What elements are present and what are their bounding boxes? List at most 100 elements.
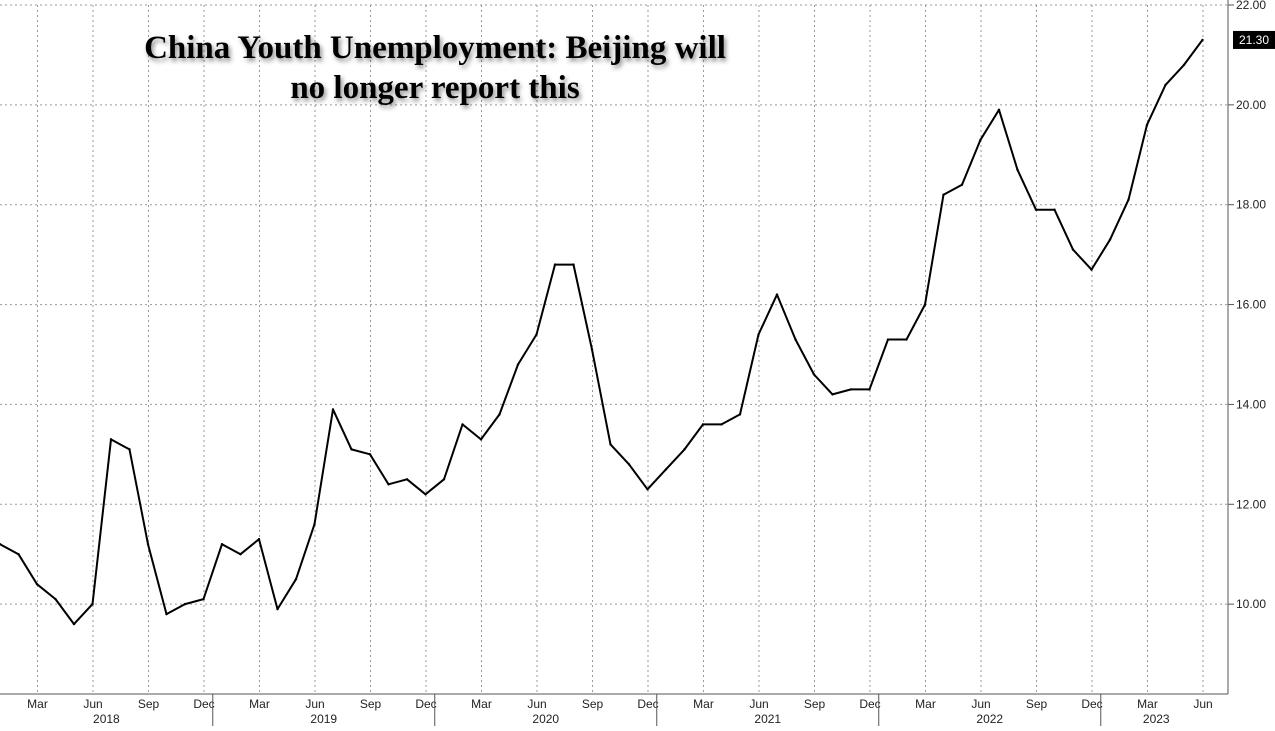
last-value-label: 21.30 [1239, 33, 1269, 47]
x-tick-label: Mar [915, 697, 936, 711]
data-point [775, 293, 779, 296]
data-point [1016, 168, 1019, 171]
data-point [257, 538, 261, 541]
x-tick-label: Dec [859, 697, 880, 711]
x-tick-label: Dec [415, 697, 436, 711]
chart-title-line-2: no longer report this [290, 70, 580, 106]
data-point [54, 597, 57, 601]
data-point [1201, 38, 1204, 42]
x-tick-label: Mar [1137, 697, 1158, 711]
x-tick-label: Jun [305, 697, 324, 711]
data-point [276, 607, 279, 611]
data-point [442, 478, 446, 481]
data-point [1034, 208, 1038, 211]
x-tick-label: Sep [1026, 697, 1048, 711]
data-point [146, 543, 150, 546]
chart-title: China Youth Unemployment: Beijing will n… [95, 28, 775, 108]
y-tick-label: 18.00 [1236, 198, 1266, 212]
data-point [979, 138, 982, 142]
data-point [1090, 268, 1093, 271]
year-label: 2019 [310, 712, 337, 726]
data-point [183, 602, 187, 606]
x-tick-label: Dec [637, 697, 658, 711]
x-tick-label: Mar [471, 697, 492, 711]
data-point [516, 363, 520, 366]
data-point [831, 393, 834, 396]
data-point [646, 488, 649, 491]
y-tick-label: 22.00 [1236, 0, 1266, 12]
data-point [35, 582, 39, 586]
x-tick-label: Sep [582, 697, 604, 711]
data-point [1127, 198, 1130, 201]
data-point [1071, 248, 1075, 251]
data-point [165, 612, 168, 616]
x-tick-label: Jun [749, 697, 768, 711]
data-point [757, 333, 760, 336]
year-label: 2022 [976, 712, 1003, 726]
data-point [886, 338, 890, 341]
data-point [738, 413, 742, 416]
data-point [91, 602, 94, 606]
data-point [479, 438, 483, 441]
data-point [960, 183, 964, 186]
data-point [868, 388, 871, 391]
x-tick-label: Dec [193, 697, 214, 711]
last-value-tag [1233, 30, 1275, 49]
data-point [535, 333, 538, 336]
data-point [1145, 123, 1149, 127]
data-point [923, 303, 927, 306]
year-label: 2023 [1143, 712, 1170, 726]
year-label: 2018 [93, 712, 120, 726]
data-point [590, 348, 594, 351]
year-label: 2021 [754, 712, 781, 726]
data-point [294, 577, 298, 581]
data-point [109, 438, 113, 441]
data-point [424, 493, 427, 496]
data-point [553, 263, 557, 266]
data-point [812, 373, 816, 376]
y-tick-label: 16.00 [1236, 298, 1266, 312]
x-tick-label: Dec [1081, 697, 1102, 711]
y-tick-label: 14.00 [1236, 397, 1266, 411]
data-point [498, 413, 501, 416]
data-point [849, 388, 853, 391]
data-point [683, 448, 686, 451]
data-point [239, 553, 242, 556]
data-point [720, 423, 723, 426]
data-point [220, 543, 224, 546]
data-point [572, 263, 575, 266]
x-tick-label: Mar [249, 697, 270, 711]
data-point [627, 463, 631, 466]
data-point [942, 193, 945, 196]
data-point [128, 448, 131, 451]
data-point [1108, 238, 1112, 241]
data-point [794, 338, 797, 341]
x-tick-label: Jun [83, 697, 102, 711]
x-tick-label: Sep [360, 697, 382, 711]
x-tick-label: Jun [971, 697, 990, 711]
x-tick-label: Mar [693, 697, 714, 711]
data-point [905, 338, 908, 341]
data-point [1164, 83, 1167, 87]
data-point [72, 622, 76, 626]
data-point [1182, 63, 1186, 67]
data-point [997, 108, 1001, 112]
x-tick-label: Mar [27, 697, 48, 711]
data-point [405, 478, 409, 481]
y-tick-label: 20.00 [1236, 98, 1266, 112]
x-tick-label: Jun [1193, 697, 1212, 711]
data-point [1053, 208, 1056, 211]
data-point [664, 468, 668, 471]
chart-title-line-1: China Youth Unemployment: Beijing will [144, 30, 726, 66]
data-point [387, 483, 390, 486]
data-point [350, 448, 353, 451]
year-label: 2020 [532, 712, 559, 726]
data-point [331, 408, 335, 411]
y-tick-label: 10.00 [1236, 597, 1266, 611]
data-point [701, 423, 705, 426]
x-tick-label: Sep [138, 697, 160, 711]
data-point [313, 523, 316, 526]
y-tick-label: 12.00 [1236, 497, 1266, 511]
